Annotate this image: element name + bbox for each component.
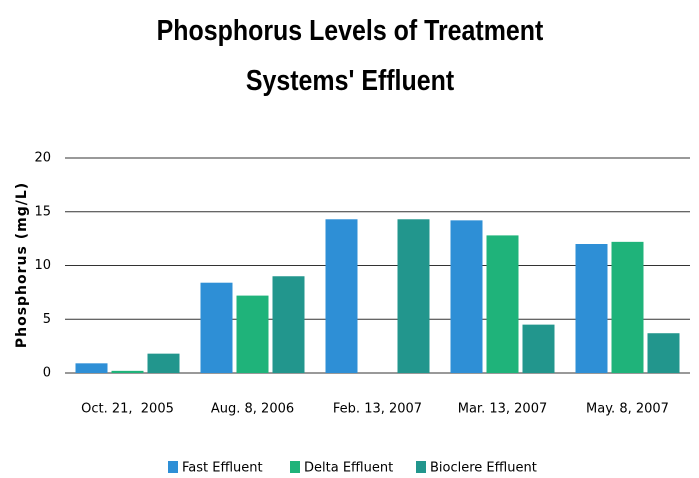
y-axis-label: Phosphorus (mg/L) bbox=[14, 182, 30, 348]
y-tick-label: 5 bbox=[43, 312, 51, 327]
x-tick-label: May. 8, 2007 bbox=[586, 402, 669, 417]
chart-title: Phosphorus Levels of Treatment Systems' … bbox=[156, 15, 544, 97]
bar bbox=[325, 219, 358, 373]
bar bbox=[236, 295, 269, 373]
bar bbox=[647, 333, 680, 373]
bar bbox=[522, 324, 555, 373]
x-tick-label: Aug. 8, 2006 bbox=[211, 402, 294, 417]
x-tick-label: Mar. 13, 2007 bbox=[458, 402, 548, 417]
bar bbox=[575, 244, 608, 373]
bar bbox=[111, 370, 144, 373]
y-tick-label: 0 bbox=[43, 366, 51, 381]
legend-swatch bbox=[290, 461, 300, 473]
x-tick-label: Oct. 21, 2005 bbox=[81, 402, 174, 417]
bar bbox=[611, 241, 644, 373]
bar bbox=[397, 219, 430, 373]
bar bbox=[200, 282, 233, 373]
legend-swatch bbox=[416, 461, 426, 473]
y-tick-label: 15 bbox=[34, 204, 51, 219]
legend-swatch bbox=[168, 461, 178, 473]
legend-label: Delta Effluent bbox=[304, 461, 393, 476]
y-tick-label: 20 bbox=[34, 151, 51, 166]
bar bbox=[272, 276, 305, 373]
bar bbox=[450, 220, 483, 373]
x-tick-label: Feb. 13, 2007 bbox=[333, 402, 422, 417]
legend-label: Bioclere Effluent bbox=[430, 461, 537, 476]
bar bbox=[486, 235, 519, 373]
y-tick-label: 10 bbox=[34, 258, 51, 273]
bar bbox=[75, 363, 108, 373]
legend-label: Fast Effluent bbox=[182, 461, 263, 476]
bar bbox=[147, 353, 180, 373]
